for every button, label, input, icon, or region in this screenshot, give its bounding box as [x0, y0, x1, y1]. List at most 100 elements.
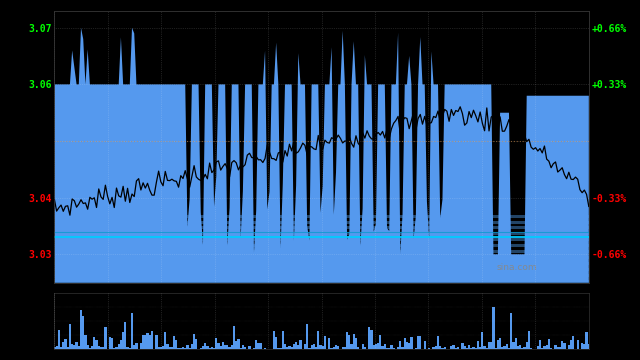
Bar: [189, 348, 191, 349]
Bar: [191, 345, 193, 349]
Bar: [177, 348, 180, 349]
Bar: [581, 343, 583, 349]
Bar: [586, 332, 588, 349]
Bar: [204, 343, 206, 349]
Bar: [528, 331, 530, 349]
Bar: [392, 348, 395, 349]
Bar: [235, 341, 237, 349]
Bar: [410, 337, 413, 349]
Bar: [335, 346, 337, 349]
Bar: [297, 345, 300, 349]
Bar: [415, 348, 417, 349]
Bar: [472, 347, 475, 349]
Bar: [452, 345, 454, 349]
Bar: [275, 337, 277, 349]
Bar: [98, 346, 100, 349]
Bar: [122, 332, 124, 349]
Bar: [144, 336, 147, 349]
Bar: [71, 344, 73, 349]
Bar: [419, 336, 421, 349]
Bar: [475, 348, 477, 349]
Bar: [228, 347, 230, 349]
Bar: [164, 332, 166, 349]
Bar: [195, 339, 197, 349]
Bar: [442, 348, 444, 349]
Bar: [264, 348, 266, 349]
Bar: [131, 313, 133, 349]
Bar: [213, 348, 215, 349]
Bar: [561, 341, 563, 349]
Bar: [168, 347, 171, 349]
Bar: [477, 341, 479, 349]
Bar: [220, 346, 222, 349]
Bar: [180, 348, 182, 349]
Bar: [67, 347, 69, 349]
Bar: [202, 346, 204, 349]
Bar: [346, 332, 348, 349]
Bar: [291, 347, 292, 349]
Bar: [322, 346, 324, 349]
Bar: [342, 347, 344, 349]
Bar: [209, 348, 211, 349]
Bar: [109, 337, 111, 349]
Bar: [417, 336, 419, 349]
Bar: [439, 346, 442, 349]
Bar: [135, 343, 138, 349]
Bar: [424, 341, 426, 349]
Bar: [357, 347, 359, 349]
Bar: [515, 338, 516, 349]
Bar: [559, 347, 561, 349]
Bar: [230, 346, 233, 349]
Bar: [362, 344, 364, 349]
Bar: [333, 347, 335, 349]
Bar: [530, 348, 532, 349]
Bar: [450, 346, 452, 349]
Bar: [206, 346, 209, 349]
Bar: [435, 346, 437, 349]
Bar: [271, 348, 273, 349]
Bar: [286, 347, 289, 349]
Bar: [492, 307, 495, 349]
Bar: [490, 342, 492, 349]
Bar: [313, 344, 315, 349]
Bar: [572, 336, 574, 349]
Bar: [200, 348, 202, 349]
Bar: [541, 348, 543, 349]
Bar: [289, 346, 291, 349]
Bar: [483, 346, 486, 349]
Bar: [495, 348, 497, 349]
Bar: [259, 342, 262, 349]
Bar: [82, 316, 84, 349]
Bar: [218, 342, 220, 349]
Bar: [157, 347, 160, 349]
Bar: [306, 324, 308, 349]
Bar: [563, 343, 566, 349]
Bar: [54, 250, 589, 253]
Bar: [344, 347, 346, 349]
Bar: [437, 336, 439, 349]
Bar: [408, 343, 410, 349]
Bar: [138, 348, 140, 349]
Bar: [525, 342, 528, 349]
Bar: [328, 338, 330, 349]
Bar: [56, 346, 58, 349]
Bar: [54, 274, 589, 277]
Bar: [433, 347, 435, 349]
Bar: [86, 345, 89, 349]
Bar: [142, 335, 144, 349]
Bar: [62, 342, 65, 349]
Bar: [284, 345, 286, 349]
Bar: [215, 338, 218, 349]
Bar: [54, 238, 589, 241]
Bar: [77, 346, 80, 349]
Bar: [95, 340, 98, 349]
Bar: [282, 331, 284, 349]
Bar: [488, 342, 490, 349]
Bar: [222, 342, 224, 349]
Bar: [60, 347, 62, 349]
Bar: [54, 244, 589, 247]
Bar: [115, 347, 118, 349]
Bar: [93, 337, 95, 349]
Bar: [497, 341, 499, 349]
Bar: [570, 340, 572, 349]
